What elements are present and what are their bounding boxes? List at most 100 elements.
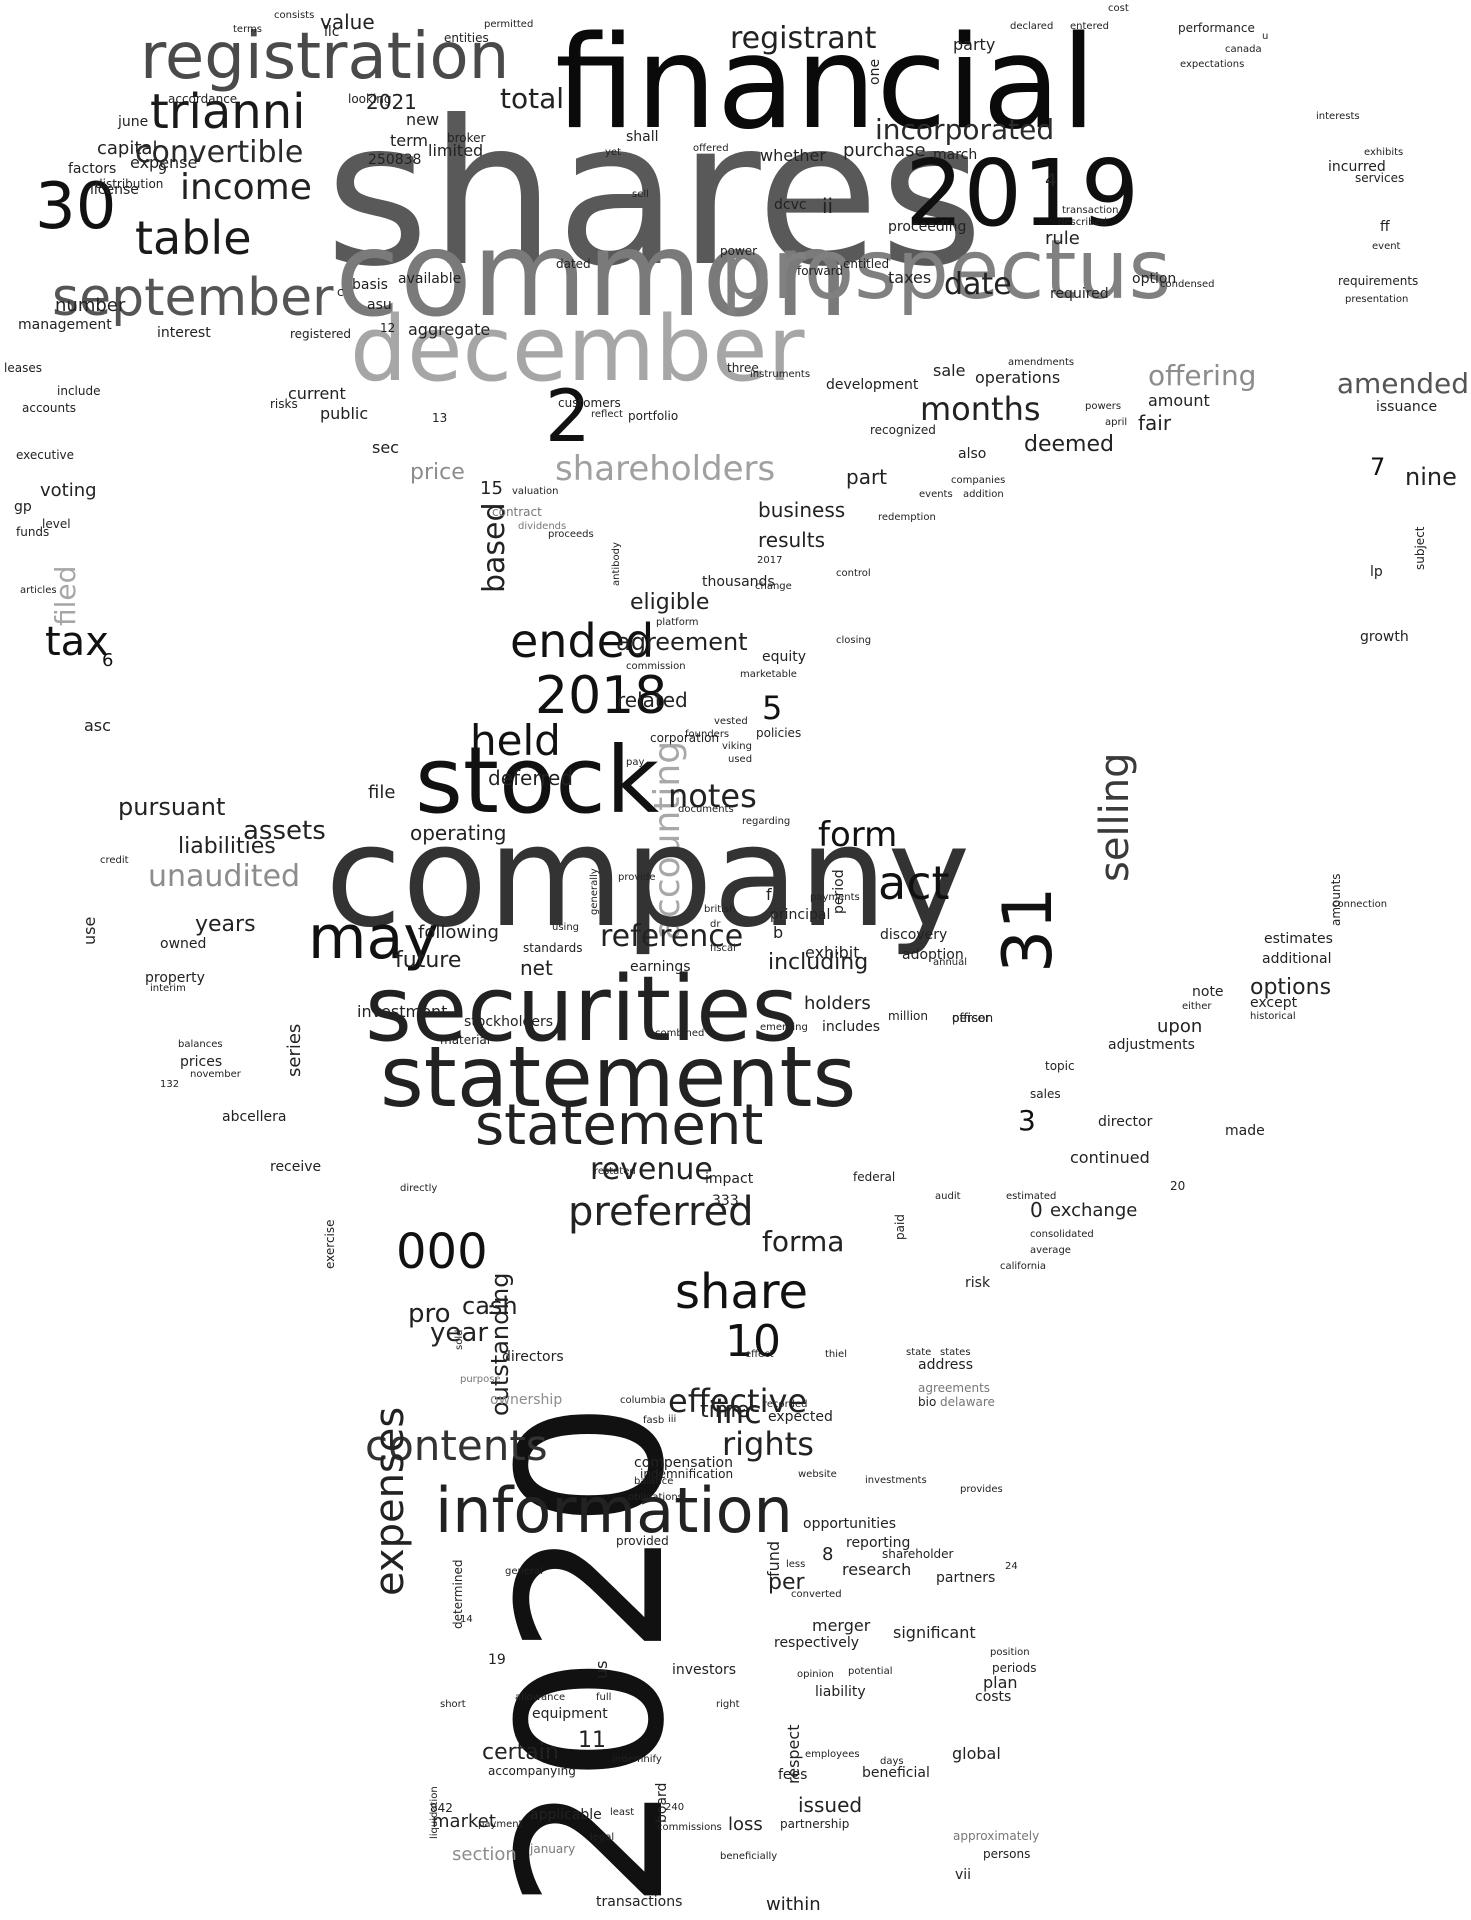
word-exchange: exchange (1050, 1200, 1138, 1221)
word-obligations: obligations (628, 1492, 683, 1503)
word-amount: amount (1148, 391, 1210, 410)
word-short: short (440, 1699, 466, 1710)
word-years: years (195, 912, 256, 937)
word-inc: inc (715, 1393, 762, 1431)
word-cash: cash (462, 1292, 518, 1320)
word-b: b (773, 923, 784, 942)
word-year: year (430, 1318, 489, 1348)
word-within: within (766, 1894, 821, 1915)
word-5: 5 (762, 689, 783, 727)
word-directly: directly (400, 1183, 438, 1194)
word-gp: gp (14, 499, 32, 515)
word-842: 842 (430, 1801, 453, 1815)
word-founders: founders (685, 729, 730, 740)
word-14: 14 (460, 1614, 473, 1625)
word-30: 30 (35, 170, 117, 244)
word-required: required (1050, 286, 1109, 302)
word-asu: asu (367, 297, 392, 313)
word-annual: annual (933, 957, 968, 968)
word-limited: limited (428, 141, 484, 160)
word-yet: yet (605, 147, 621, 158)
word-section: section (452, 1844, 517, 1865)
word-commissions: commissions (657, 1822, 722, 1833)
word-corporation: corporation (650, 731, 720, 745)
word-note: note (1192, 984, 1224, 1000)
word-aggregate: aggregate (408, 320, 491, 339)
word-offered: offered (693, 143, 729, 154)
word-significant: significant (893, 1623, 976, 1642)
word-proceeds: proceeds (548, 529, 594, 540)
word-plan: plan (983, 1673, 1018, 1692)
word-per: per (768, 1570, 805, 1595)
word-platform: platform (656, 617, 699, 628)
word-property: property (145, 970, 205, 986)
word-option: option (1132, 271, 1177, 287)
word-reference: reference (600, 919, 744, 954)
word-accordance: accordance (168, 92, 238, 106)
word-issued: issued (798, 1793, 863, 1817)
word-held: held (470, 716, 561, 765)
word-impact: impact (705, 1171, 754, 1187)
word-taxes: taxes (888, 268, 932, 287)
word-powers: powers (1085, 401, 1122, 412)
word-companies: companies (951, 475, 1006, 486)
word-periods: periods (992, 1661, 1037, 1675)
word-9: 9 (158, 162, 167, 178)
word-converted: converted (791, 1589, 842, 1600)
word-address: address (918, 1357, 974, 1373)
word-13: 13 (432, 411, 448, 425)
word-price: price (410, 460, 465, 485)
word-average: average (1030, 1245, 1071, 1256)
word-sales: sales (1030, 1087, 1061, 1101)
word-3: 3 (1018, 1104, 1036, 1137)
word-portfolio: portfolio (628, 409, 679, 423)
word-directors: directors (502, 1349, 564, 1365)
word-beneficially: beneficially (720, 1851, 778, 1862)
word-marketable: marketable (740, 669, 797, 680)
word-leases: leases (4, 361, 42, 375)
word-unaudited: unaudited (148, 859, 301, 894)
word-loss: loss (728, 1814, 763, 1835)
word-material: material (440, 1033, 491, 1047)
word-asc: asc (84, 716, 111, 735)
word-distribution: distribution (95, 177, 164, 191)
word-c: c (337, 285, 344, 299)
word-consolidated: consolidated (1030, 1229, 1094, 1240)
word-000: 000 (396, 1224, 488, 1280)
word-11: 11 (578, 1728, 606, 1753)
word-less: less (786, 1559, 806, 1570)
word-eligible: eligible (630, 590, 710, 615)
word-financial: financial (555, 9, 1097, 158)
word-shareholder: shareholder (882, 1547, 954, 1561)
word-discovery: discovery (880, 927, 948, 943)
word-pro: pro (408, 1299, 451, 1329)
word-contract: contract (492, 505, 542, 519)
word-number: number (55, 295, 126, 316)
word-capital: capital (97, 138, 158, 159)
word-6: 6 (102, 650, 114, 671)
word-accounts: accounts (22, 401, 77, 415)
word-columbia: columbia (620, 1395, 666, 1406)
word-funds: funds (16, 525, 50, 539)
word-used: used (728, 754, 753, 765)
word-broker: broker (447, 131, 486, 145)
word-global: global (952, 1744, 1001, 1763)
word-2017: 2017 (757, 555, 783, 566)
word-indemnification: indemnification (640, 1467, 734, 1481)
word-file: file (368, 782, 396, 803)
word-company: company (325, 796, 971, 959)
word-act: act (878, 856, 950, 910)
word-redemption: redemption (878, 512, 936, 523)
word-4: 4 (1045, 170, 1057, 191)
word-compensation: compensation (634, 1455, 733, 1471)
word-either: either (1182, 1001, 1212, 1012)
word-0: 0 (1030, 1198, 1043, 1222)
word-equipment: equipment (532, 1706, 608, 1722)
word-2019: 2019 (905, 140, 1140, 247)
word-share: share (675, 1264, 809, 1320)
word-fees: fees (778, 1767, 808, 1783)
word-effect: effect (745, 1349, 774, 1360)
word-partnership: partnership (780, 1817, 850, 1831)
word-april: april (1105, 417, 1128, 428)
